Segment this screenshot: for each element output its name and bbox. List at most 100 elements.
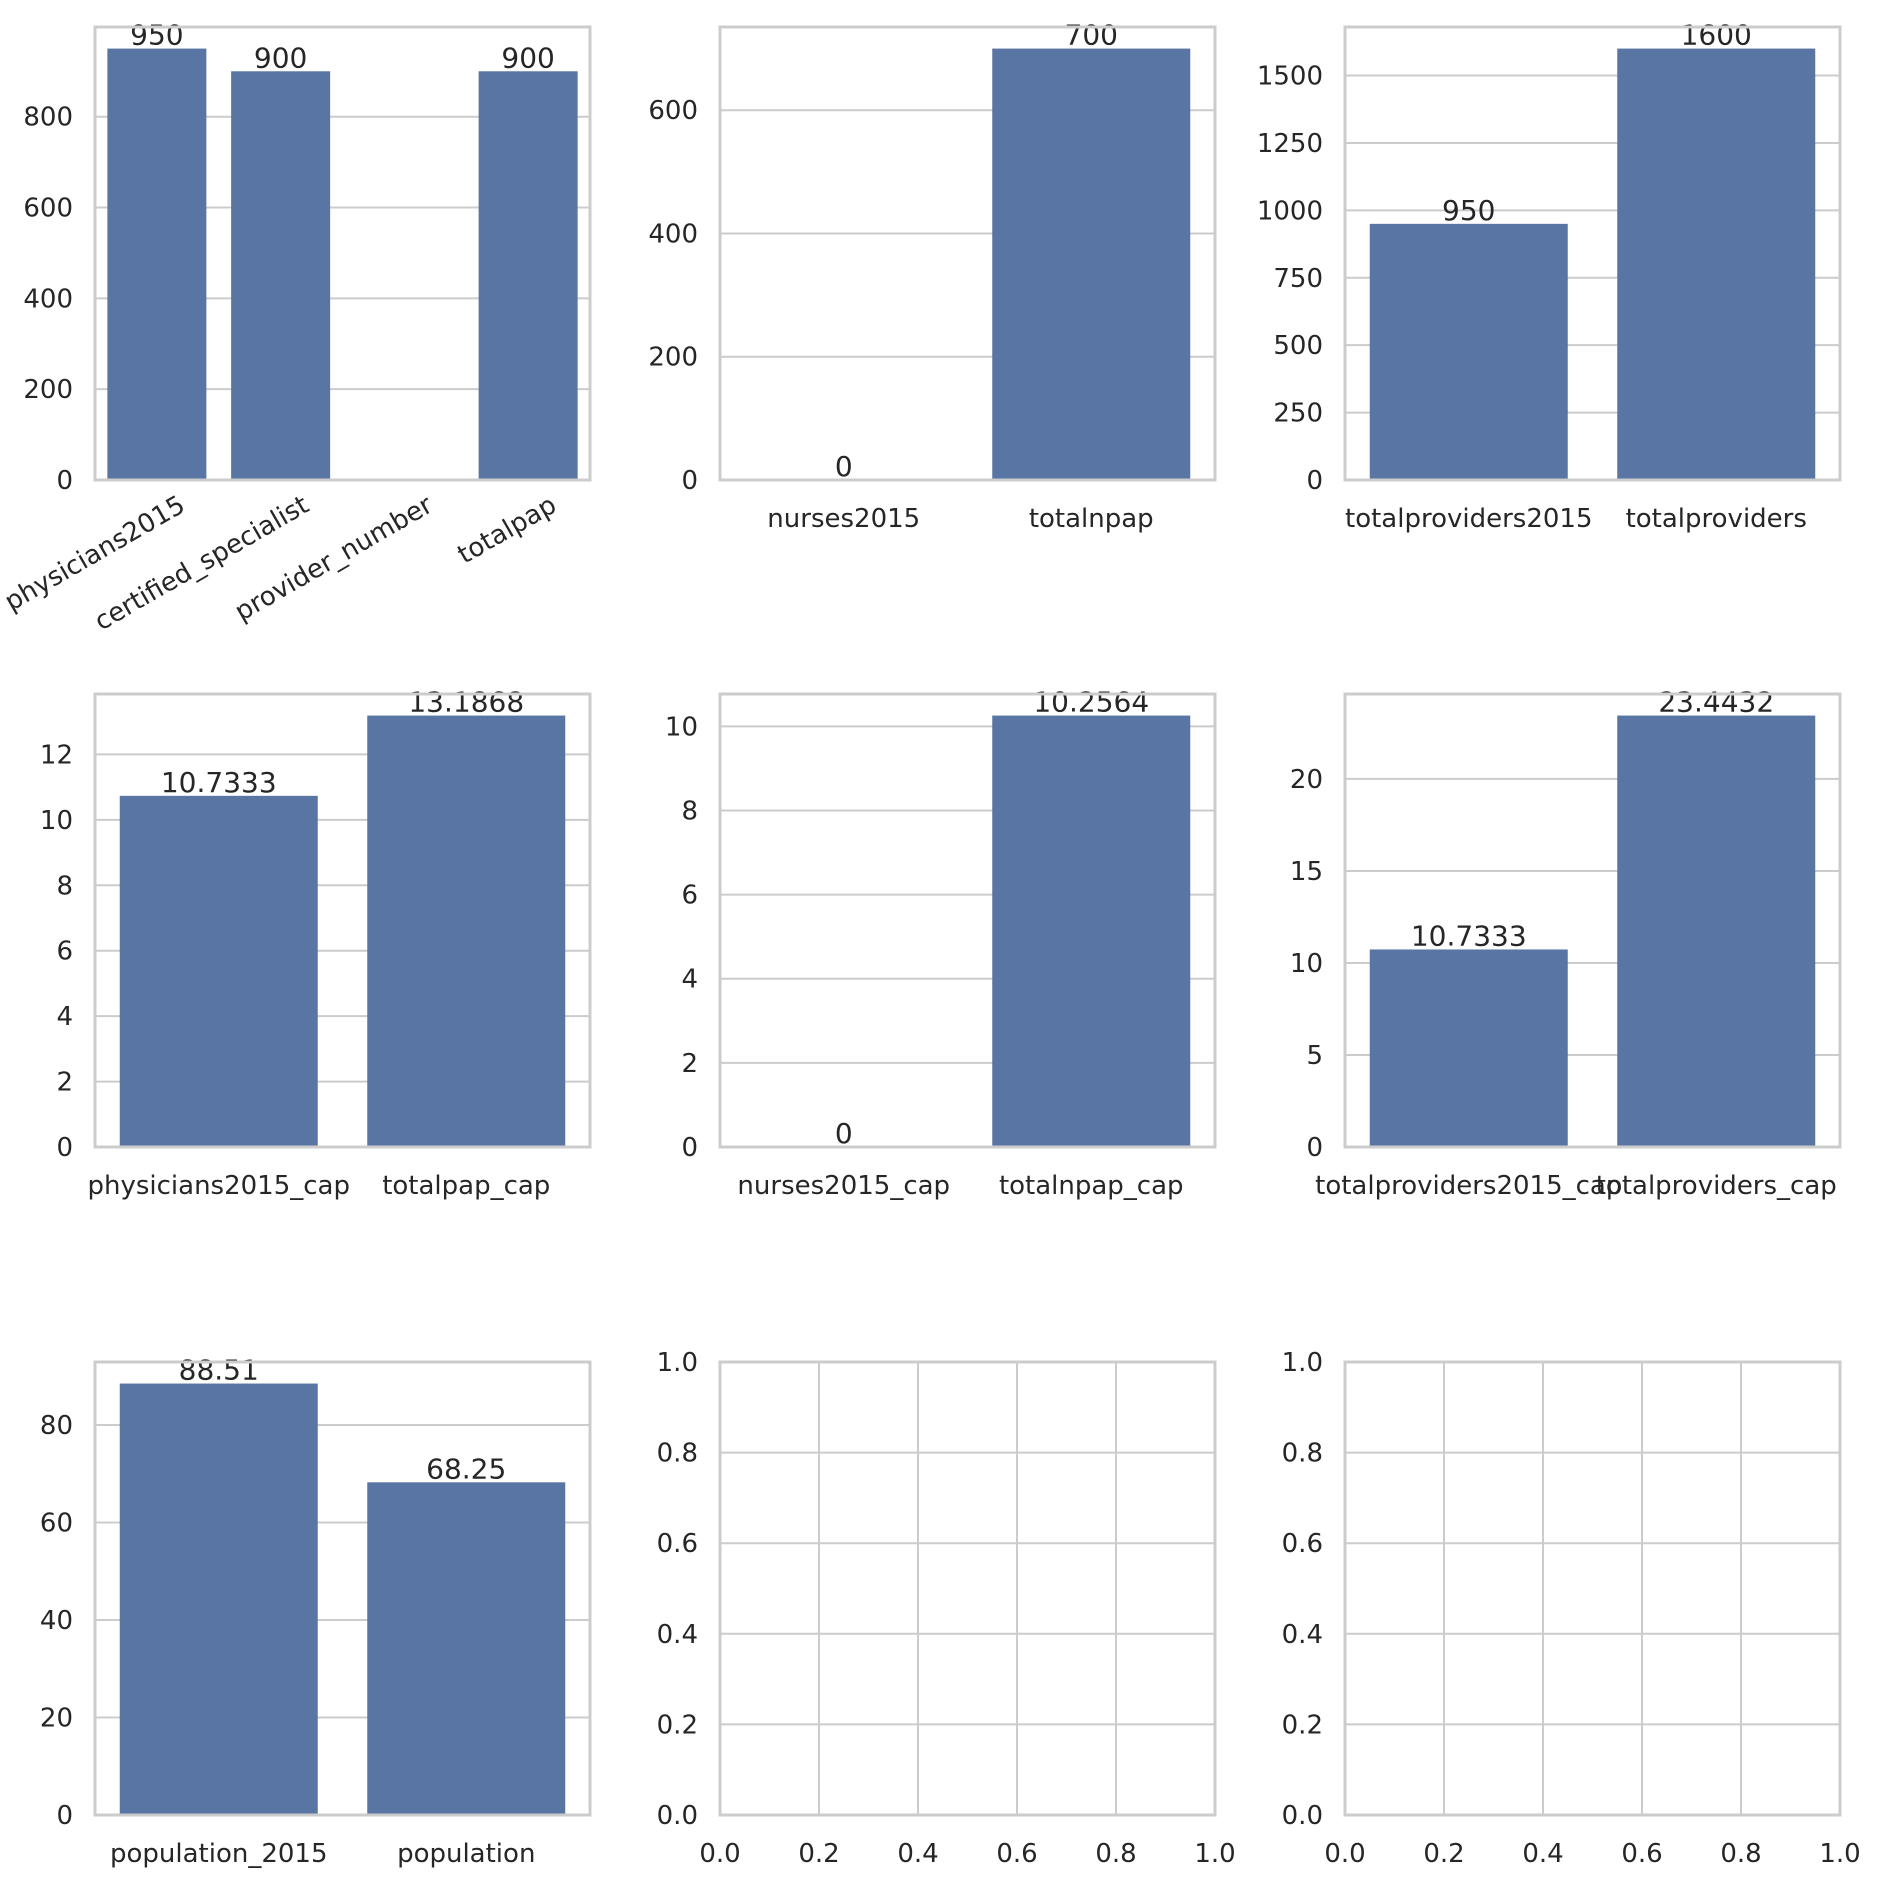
x-tick-label: 0.8 [1720,1839,1761,1869]
y-tick-label: 2 [681,1049,698,1079]
y-tick-label: 0 [681,466,698,496]
x-tick-label: 0.0 [699,1839,740,1869]
subplot-2: 0 200 400 600 0 nurses2015 700 totalnpap [648,19,1217,534]
bar-value-label: 1600 [1681,19,1752,52]
bar-value-label: 13.1868 [408,686,524,719]
y-tick-label: 20 [40,1704,73,1734]
x-tick-label: totalproviders_cap [1596,1171,1837,1201]
y-tick-label: 600 [648,96,698,126]
y-tick-label: 10 [665,712,698,742]
x-tick-label: totalproviders2015 [1345,504,1593,534]
bar [992,715,1191,1147]
bar-value-label: 10.7333 [1411,919,1527,952]
y-tick-label: 12 [40,740,73,770]
bar-value-label: 0 [835,1117,853,1150]
y-tick-label: 10 [40,806,73,836]
y-tick-label: 5 [1306,1041,1323,1071]
x-tick-label: 0.6 [1621,1839,1662,1869]
subplot-8: 0.0 0.2 0.4 0.6 0.8 1.0 0.0 0.2 0.4 0.6 0.8 1.0 [657,1348,1236,1869]
y-tick-label: 200 [23,375,73,405]
y-tick-label: 0 [1306,466,1323,496]
axes-frame [1343,25,1842,482]
y-tick-label: 40 [40,1606,73,1636]
y-tick-label: 750 [1273,264,1323,294]
x-tick-label: totalpap_cap [382,1171,550,1201]
bar-value-label: 700 [1065,19,1118,52]
y-tick-label: 0 [681,1133,698,1163]
y-tick-label: 1500 [1257,62,1323,92]
x-tick-label: 0.2 [1423,1839,1464,1869]
x-tick-label: provider_number [230,490,438,628]
y-tick-label: 0.4 [1282,1620,1323,1650]
y-tick-label: 800 [23,103,73,133]
bar-value-label: 950 [1442,194,1495,227]
bar [1617,48,1816,480]
axes-frame [1343,1360,1842,1817]
x-tick-label: nurses2015_cap [737,1171,950,1201]
x-tick-label: totalnpap [1029,504,1154,534]
bar-value-label: 900 [501,41,554,74]
x-tick-label: physicians2015_cap [87,1171,350,1201]
y-tick-label: 4 [681,965,698,995]
x-tick-label: 0.4 [897,1839,938,1869]
subplot-3: 0 250 500 750 1000 1250 1500 950 totalproviders2… [1257,19,1842,534]
x-tick-label: 0.8 [1095,1839,1136,1869]
y-tick-label: 1.0 [657,1348,698,1378]
y-tick-label: 0.2 [1282,1710,1323,1740]
y-tick-label: 80 [40,1411,73,1441]
y-tick-label: 250 [1273,399,1323,429]
y-tick-label: 8 [56,871,73,901]
subplot-4: 0 2 4 6 8 10 12 10.7333 physicians2015_cap 13.186… [40,686,592,1201]
x-tick-label: totalproviders [1626,504,1807,534]
y-tick-label: 10 [1290,949,1323,979]
y-tick-label: 400 [23,284,73,314]
bar-value-label: 68.25 [426,1452,506,1485]
x-tick-label: population_2015 [110,1839,328,1869]
y-tick-label: 0.4 [657,1620,698,1650]
y-tick-label: 8 [681,796,698,826]
x-tick-label: 0.6 [996,1839,1037,1869]
subplot-9: 0.0 0.2 0.4 0.6 0.8 1.0 0.0 0.2 0.4 0.6 0.8 1.0 [1282,1348,1861,1869]
bar [478,71,578,480]
y-tick-label: 2 [56,1068,73,1098]
axes-frame [93,1360,592,1817]
y-tick-label: 400 [648,219,698,249]
axes-frame [93,692,592,1149]
y-tick-label: 1000 [1257,196,1323,226]
bar [231,71,331,480]
x-tick-label: population [397,1839,535,1869]
bar-value-label: 23.4432 [1658,686,1774,719]
bar [992,48,1191,480]
bar [119,1383,318,1815]
y-tick-label: 0 [56,466,73,496]
y-tick-label: 1250 [1257,129,1323,159]
x-tick-label: nurses2015 [767,504,920,534]
axes-frame [718,1360,1217,1817]
axes-frame [718,692,1217,1149]
x-tick-label: certified_specialist [90,490,315,637]
x-tick-label: totalnpap_cap [999,1171,1184,1201]
bar-value-label: 0 [835,450,853,483]
y-tick-label: 0.0 [1282,1801,1323,1831]
y-tick-label: 0 [56,1801,73,1831]
bar-value-label: 950 [130,19,183,52]
bar-value-label: 10.7333 [161,766,277,799]
bar-value-label: 88.51 [179,1354,259,1387]
y-tick-label: 0.2 [657,1710,698,1740]
y-tick-label: 0.0 [657,1801,698,1831]
y-tick-label: 600 [23,194,73,224]
bar [1369,949,1568,1147]
x-tick-label: 1.0 [1194,1839,1235,1869]
x-tick-label: 0.2 [798,1839,839,1869]
bar [1617,715,1816,1147]
axes-frame [718,25,1217,482]
subplot-6: 0 5 10 15 20 10.7333 totalproviders2015_cap 23.… [1290,686,1842,1201]
y-tick-label: 60 [40,1509,73,1539]
x-tick-label: totalproviders2015_cap [1315,1171,1622,1201]
bar-value-label: 900 [254,41,307,74]
subplot-7: 0 20 40 60 80 88.51 population_2015 68.25 popula… [40,1354,592,1869]
x-tick-label: totalpap [453,490,562,570]
y-tick-label: 6 [681,881,698,911]
y-tick-label: 0.6 [1282,1529,1323,1559]
